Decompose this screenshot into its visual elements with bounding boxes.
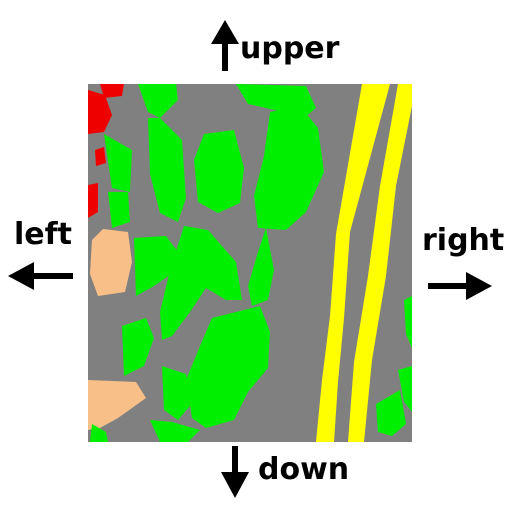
left-label: left (14, 217, 73, 252)
bare-ground-patch (88, 380, 146, 430)
bare-ground-patches (88, 229, 146, 430)
down-arrow-icon (221, 446, 249, 498)
building-patch (95, 147, 106, 166)
vegetation-patch (376, 390, 406, 436)
vegetation-patch (150, 420, 200, 442)
vegetation-patch (254, 106, 324, 230)
vegetation-patch (90, 424, 108, 442)
road-line (348, 84, 412, 442)
vegetation-patch (162, 366, 190, 420)
vegetation-patch (108, 192, 130, 228)
right-arrow-icon (428, 272, 492, 300)
vegetation-patch (248, 228, 274, 306)
vegetation-patch (122, 318, 154, 376)
bare-ground-patch (90, 229, 132, 296)
upper-label: upper (240, 31, 340, 66)
vegetation-patch (398, 366, 412, 412)
vegetation-patch (134, 236, 178, 296)
right-label: right (422, 223, 505, 258)
vegetation-patch (148, 118, 186, 222)
road-lines (316, 84, 412, 442)
road-line (316, 84, 390, 442)
vegetation-patch (404, 296, 412, 348)
vegetation-patches (90, 84, 412, 442)
down-label: down (258, 452, 350, 487)
building-patch (88, 90, 112, 134)
left-arrow-icon (8, 262, 73, 290)
up-arrow-icon (211, 20, 239, 71)
vegetation-patch (160, 226, 242, 340)
vegetation-patch (138, 84, 178, 118)
building-patches (88, 84, 124, 218)
vegetation-patch (194, 130, 244, 213)
building-patch (100, 84, 124, 98)
map-tile (88, 84, 412, 442)
vegetation-patch (104, 134, 132, 192)
building-patch (88, 183, 98, 218)
vegetation-patch (186, 306, 270, 428)
